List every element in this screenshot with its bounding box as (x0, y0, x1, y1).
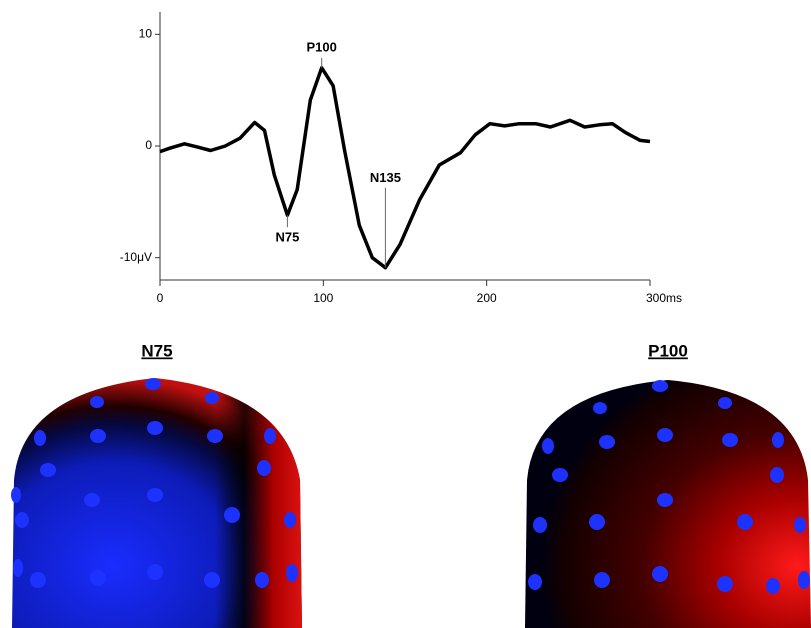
line (159, 66, 651, 270)
x-tick-label: 100 (313, 291, 333, 305)
topomap (525, 380, 811, 628)
topomap (11, 378, 302, 628)
annotation: N75 (275, 230, 299, 245)
y-tick-label: -10μV (120, 250, 152, 264)
x-tick-label: 300ms (646, 291, 682, 305)
x-tick-label: 0 (157, 291, 164, 305)
topomap-title: N75 (141, 341, 172, 360)
x-tick-label: 200 (477, 291, 497, 305)
y-tick-label: 10 (139, 27, 153, 41)
annotation: N135 (370, 170, 401, 185)
y-tick-label: 0 (145, 138, 152, 152)
topomap-title: P100 (648, 341, 688, 360)
annotation: P100 (307, 39, 337, 54)
